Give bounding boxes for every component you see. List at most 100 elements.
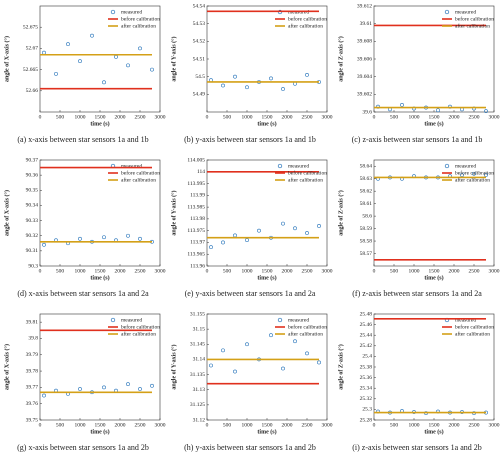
- legend-label: measured: [455, 163, 476, 169]
- y-tick-label: 52.66: [26, 88, 39, 94]
- measured-point: [138, 46, 142, 51]
- x-tick-label: 0: [373, 268, 376, 274]
- legend-swatch: [277, 317, 283, 323]
- x-tick-label: 1000: [75, 422, 86, 428]
- legend-label: before calibration: [121, 323, 160, 330]
- x-tick-label: 3000: [489, 422, 500, 428]
- y-tick-label: 25.4: [362, 354, 372, 360]
- measured-point: [305, 351, 309, 356]
- measured-point: [257, 228, 261, 233]
- x-tick-label: 3000: [322, 114, 333, 120]
- x-tick-label: 0: [206, 422, 209, 428]
- y-tick-label: 90.31: [26, 248, 39, 254]
- x-tick-label: 2000: [282, 422, 293, 428]
- y-tick-label: 54.53: [193, 21, 206, 27]
- legend-label: measured: [288, 9, 309, 15]
- y-tick-label: 58.59: [360, 226, 373, 232]
- caption: (h) y-axis between star sensors 1a and 2…: [184, 443, 316, 452]
- y-tick-label: 52.665: [23, 67, 38, 73]
- measured-point: [126, 233, 130, 238]
- measured-point: [317, 224, 321, 228]
- y-axis-label: angle of Y-axis (°): [170, 36, 177, 81]
- measured-point: [221, 83, 225, 88]
- y-tick-label: 90.34: [26, 203, 39, 209]
- legend-label: after calibration: [455, 176, 490, 183]
- x-tick-label: 1000: [242, 422, 253, 428]
- x-tick-label: 1000: [409, 114, 420, 120]
- y-tick-label: 54.54: [193, 3, 206, 9]
- x-tick-label: 500: [223, 268, 232, 274]
- measured-point: [42, 393, 46, 398]
- x-tick-label: 0: [39, 268, 42, 274]
- y-axis-label: angle of Y-axis (°): [170, 344, 177, 389]
- measured-point: [233, 74, 237, 79]
- caption: (c) z-axis between star sensors 1a and 1…: [352, 135, 483, 144]
- x-tick-label: 0: [206, 268, 209, 274]
- y-tick-label: 25.48: [360, 311, 373, 317]
- measured-point: [126, 63, 130, 68]
- caption: (g) x-axis between star sensors 1a and 2…: [17, 443, 149, 452]
- legend-label: before calibration: [288, 169, 327, 176]
- legend-label: before calibration: [288, 323, 327, 330]
- measured-point: [269, 333, 273, 338]
- y-tick-label: 25.38: [360, 364, 373, 370]
- measured-point: [102, 80, 106, 85]
- measured-point: [221, 348, 225, 353]
- x-tick-label: 2000: [449, 114, 460, 120]
- x-tick-label: 1000: [75, 268, 86, 274]
- measured-point: [245, 238, 249, 242]
- x-tick-label: 500: [56, 268, 65, 274]
- x-tick-label: 3000: [322, 422, 333, 428]
- measured-point: [138, 387, 142, 391]
- measured-point: [78, 59, 82, 64]
- measured-point: [245, 85, 249, 90]
- x-tick-label: 3000: [489, 114, 500, 120]
- measured-point: [209, 363, 213, 368]
- y-tick-label: 58.62: [360, 188, 373, 194]
- measured-point: [90, 33, 94, 38]
- legend-label: after calibration: [121, 330, 156, 337]
- legend-label: before calibration: [121, 15, 160, 22]
- x-axis-label: time (s): [424, 428, 443, 435]
- x-tick-label: 2000: [282, 114, 293, 120]
- legend-label: after calibration: [121, 22, 156, 29]
- legend-label: before calibration: [455, 169, 494, 176]
- x-tick-label: 1000: [409, 422, 420, 428]
- legend-swatch: [110, 317, 116, 323]
- y-tick-label: 52.675: [23, 24, 38, 30]
- legend-label: before calibration: [455, 15, 494, 22]
- x-tick-label: 2500: [469, 114, 480, 120]
- y-tick-label: 31.13: [193, 387, 206, 393]
- measured-point: [269, 76, 273, 81]
- x-tick-label: 500: [56, 422, 65, 428]
- measured-point: [126, 382, 130, 387]
- x-tick-label: 1500: [429, 114, 440, 120]
- y-tick-label: 25.42: [360, 343, 373, 349]
- y-tick-label: 25.3: [362, 407, 372, 413]
- legend-swatch: [277, 163, 283, 169]
- y-axis-label: angle of Y-axis (°): [170, 190, 177, 235]
- legend-label: after calibration: [455, 22, 490, 29]
- y-tick-label: 113.99: [190, 193, 205, 199]
- caption: (b) y-axis between star sensors 1a and 1…: [184, 135, 316, 144]
- x-tick-label: 3000: [322, 268, 333, 274]
- y-tick-label: 58.6: [362, 213, 372, 219]
- measured-point: [460, 173, 464, 177]
- measured-point: [281, 87, 285, 91]
- x-tick-label: 2500: [135, 114, 146, 120]
- x-tick-label: 2000: [115, 422, 126, 428]
- y-tick-label: 113.985: [187, 204, 205, 210]
- y-tick-label: 39.81: [26, 319, 39, 325]
- y-tick-label: 113.975: [187, 228, 205, 234]
- y-axis-label: angle of Z-axis (°): [337, 344, 344, 390]
- measured-point: [293, 226, 297, 231]
- y-tick-label: 39.61: [360, 21, 373, 27]
- measured-point: [233, 233, 237, 238]
- y-tick-label: 58.57: [360, 251, 373, 257]
- y-tick-label: 58.63: [360, 176, 373, 182]
- x-tick-label: 1500: [95, 422, 106, 428]
- x-tick-label: 1500: [262, 114, 273, 120]
- x-tick-label: 2500: [302, 422, 313, 428]
- legend-label: before calibration: [288, 15, 327, 22]
- caption: (a) x-axis between star sensors 1a and 1…: [17, 135, 148, 144]
